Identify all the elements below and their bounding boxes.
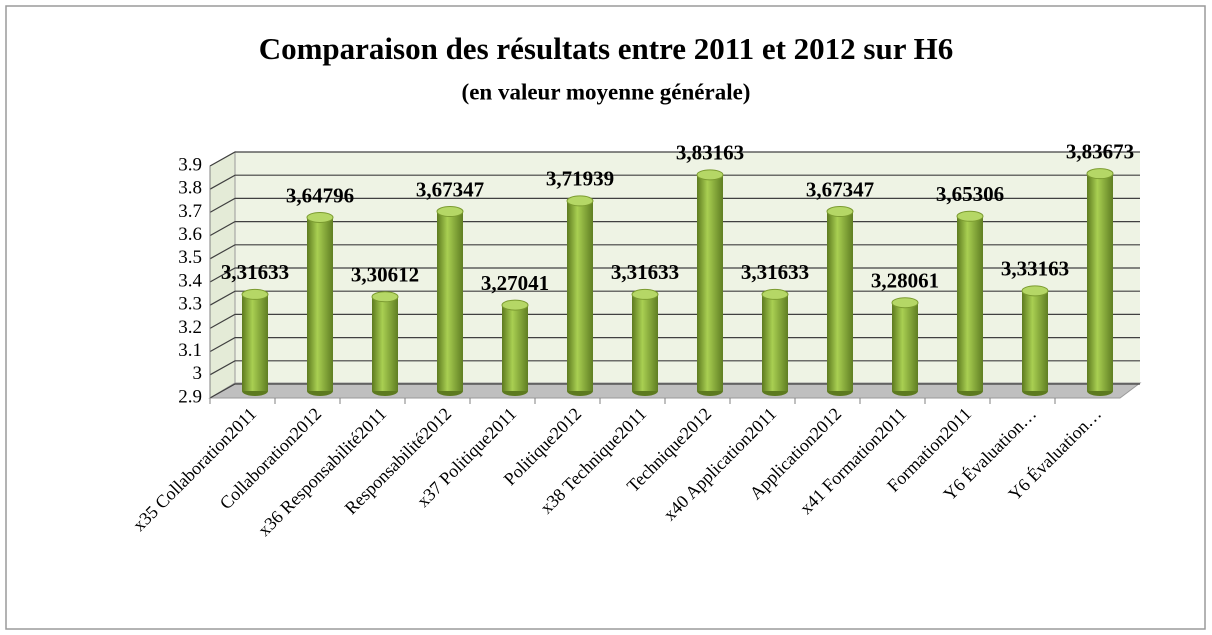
grid-line bbox=[209, 197, 1140, 213]
bar-top bbox=[371, 291, 399, 303]
bar-top bbox=[501, 299, 529, 311]
bar bbox=[957, 216, 983, 391]
value-label: 3,31633 bbox=[741, 260, 809, 284]
grid-line bbox=[209, 174, 1140, 190]
y-tick-label: 3.2 bbox=[178, 317, 202, 338]
bar bbox=[307, 217, 333, 391]
y-tick-label: 3.9 bbox=[178, 154, 202, 175]
chart-title: Comparaison des résultats entre 2011 et … bbox=[259, 31, 954, 66]
y-tick-label: 2.9 bbox=[178, 386, 202, 407]
bar bbox=[827, 211, 853, 391]
bar-top bbox=[761, 288, 789, 300]
bar-top bbox=[631, 288, 659, 300]
bar-top bbox=[891, 297, 919, 309]
value-label: 3,83673 bbox=[1066, 139, 1134, 163]
grid-line bbox=[209, 151, 1140, 167]
bar-top bbox=[826, 206, 854, 218]
value-label: 3,64796 bbox=[286, 183, 354, 207]
bar bbox=[502, 305, 528, 391]
y-tick-label: 3.5 bbox=[178, 247, 202, 268]
floor bbox=[208, 382, 1142, 399]
y-tick-label: 3.6 bbox=[178, 224, 202, 245]
bar bbox=[1022, 290, 1048, 391]
bar bbox=[762, 294, 788, 391]
y-tick-label: 3.4 bbox=[178, 270, 202, 291]
value-label: 3,31633 bbox=[221, 260, 289, 284]
value-label: 3,67347 bbox=[806, 177, 874, 201]
bar bbox=[567, 200, 593, 391]
bar bbox=[697, 174, 723, 391]
bar-top bbox=[241, 288, 269, 300]
bar bbox=[892, 302, 918, 391]
value-label: 3,83163 bbox=[676, 141, 744, 165]
value-label: 3,31633 bbox=[611, 260, 679, 284]
bar bbox=[632, 294, 658, 391]
y-tick-label: 3.8 bbox=[178, 178, 202, 199]
chart-subtitle: (en valeur moyenne générale) bbox=[462, 79, 751, 104]
bar bbox=[437, 211, 463, 391]
value-label: 3,30612 bbox=[351, 263, 419, 287]
bar bbox=[242, 294, 268, 391]
y-tick-label: 3.3 bbox=[178, 294, 202, 315]
value-label: 3,67347 bbox=[416, 177, 484, 201]
value-label: 3,65306 bbox=[936, 182, 1004, 206]
value-label: 3,28061 bbox=[871, 269, 939, 293]
bar-top bbox=[696, 169, 724, 181]
y-tick-label: 3.1 bbox=[178, 340, 202, 361]
bar-top bbox=[1021, 285, 1049, 297]
bar-top bbox=[1086, 168, 1114, 180]
value-label: 3,71939 bbox=[546, 167, 614, 191]
value-label: 3,27041 bbox=[481, 271, 549, 295]
bar-top bbox=[306, 211, 334, 223]
bar-top bbox=[566, 195, 594, 207]
bar bbox=[1087, 173, 1113, 391]
y-tick-label: 3 bbox=[193, 363, 203, 384]
bar bbox=[372, 296, 398, 391]
y-tick-label: 3.7 bbox=[178, 201, 202, 222]
bar-top bbox=[956, 210, 984, 222]
bar-top bbox=[436, 206, 464, 218]
value-label: 3,33163 bbox=[1001, 257, 1069, 281]
